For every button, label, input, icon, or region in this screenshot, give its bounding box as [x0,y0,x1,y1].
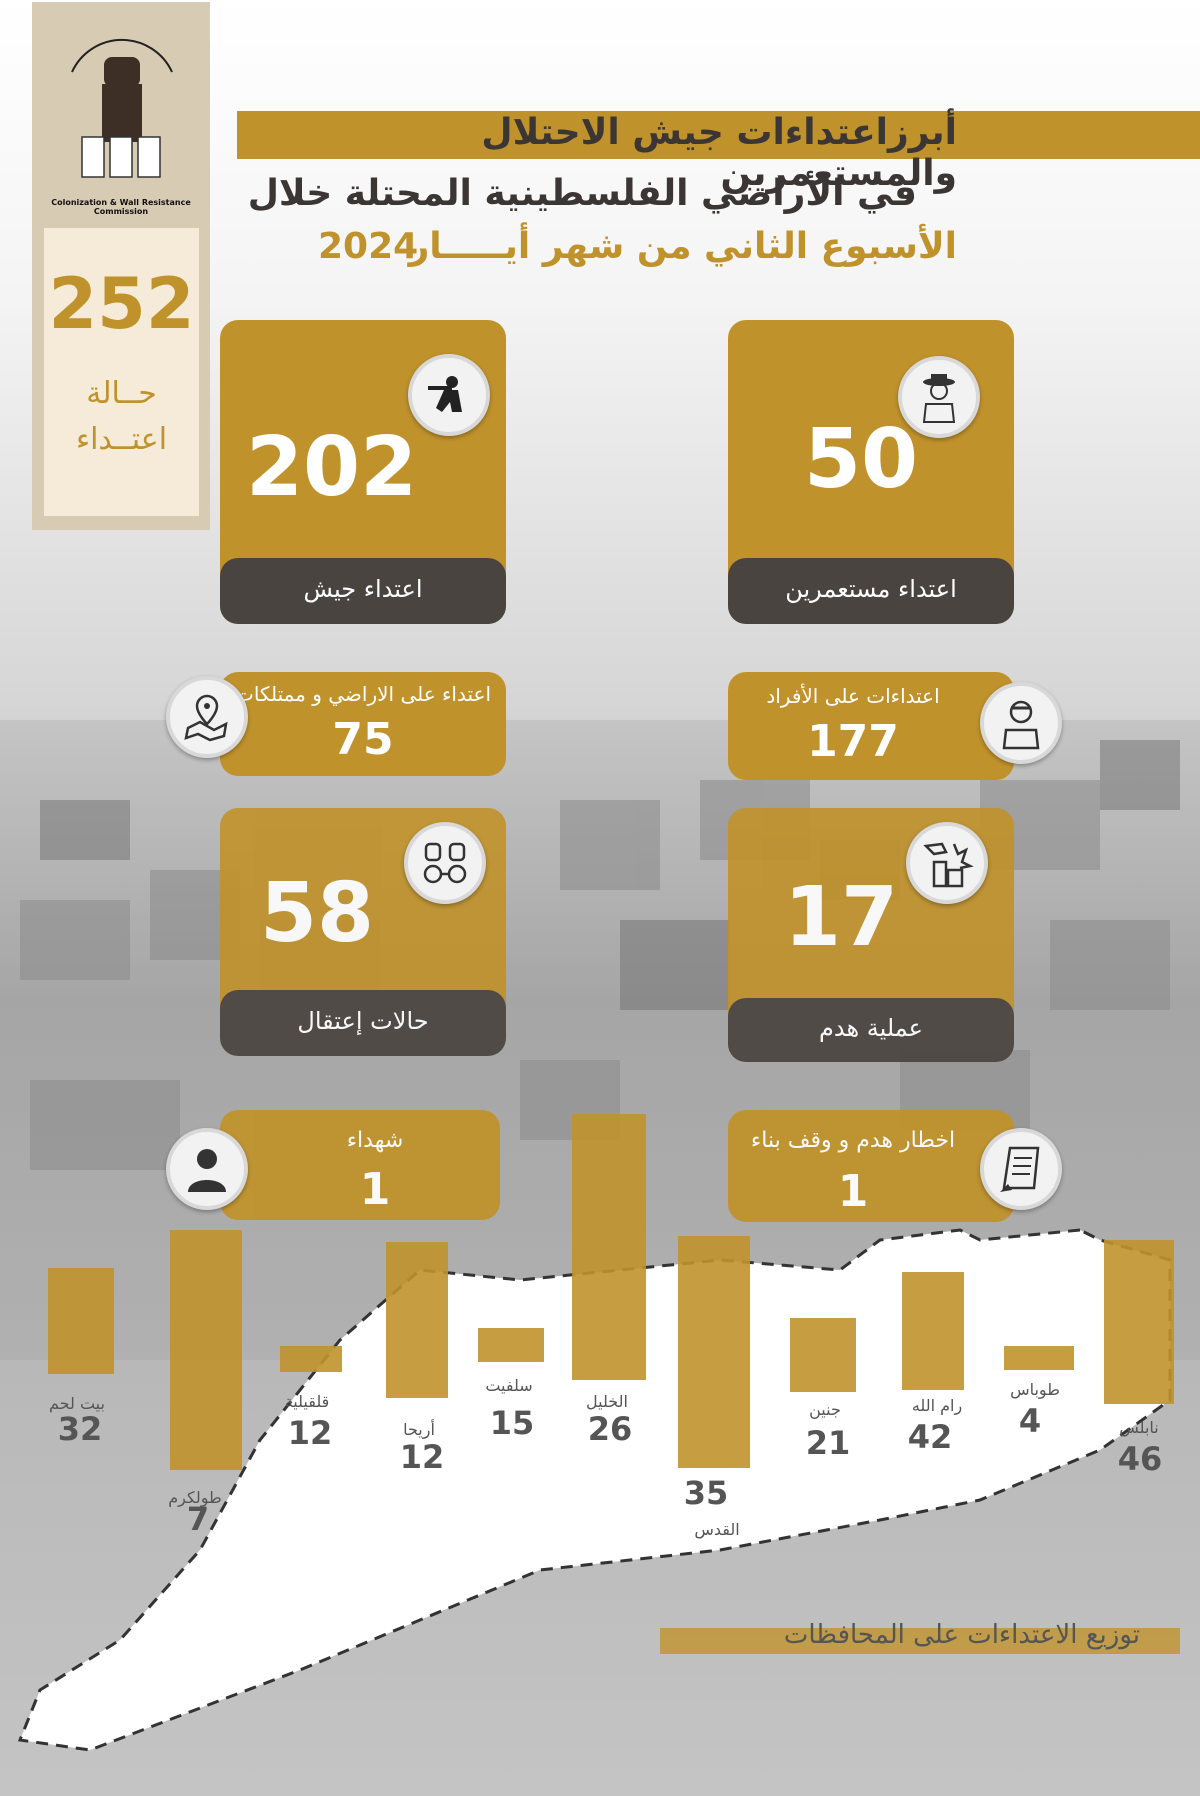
arrests-card: 58 حالات إعتقال [220,808,506,1056]
arrests-label: حالات إعتقال [220,990,506,1056]
chart-bar [1004,1346,1074,1370]
bar-value-label: 32 [57,1410,103,1448]
page-year: 2024 [318,226,419,267]
chart-bar [678,1236,750,1468]
lands-label: اعتداء على الاراضي و ممتلكات [234,682,492,706]
bar-value-label: 12 [287,1414,333,1452]
west-bank-map-outline [17,1228,1180,1752]
bar-value-label: 15 [489,1404,535,1442]
handcuffs-icon-circle [404,822,486,904]
demolition-icon [923,842,974,888]
settlers-label: اعتداء مستعمرين [728,558,1014,624]
document-icon-circle [980,1128,1062,1210]
bar-category-label: سلفيت [485,1376,533,1395]
soldier-icon [428,376,462,412]
total-number: 252 [48,263,195,345]
title-highlight-bar [237,111,1200,159]
injured-person-icon [1002,700,1040,750]
army-count: 202 [246,420,418,515]
notices-count: 1 [837,1166,869,1217]
page-subtitle: في الأراضي الفلسطينية المحتلة خلال [247,173,917,214]
chart-bar [572,1114,646,1380]
bar-category-label: طوباس [1010,1380,1060,1399]
bar-category-label: أريحا [403,1420,435,1439]
bar-value-label: 21 [805,1424,851,1462]
soldier-icon-circle [408,354,490,436]
total-label-cases: حــالة [86,376,157,411]
martyrs-count: 1 [359,1164,391,1215]
bar-value-label: 42 [907,1418,953,1456]
bar-value-label: 4 [1018,1402,1042,1440]
martyrs-card: شهداء 1 [220,1110,500,1220]
bar-value-label: 35 [683,1474,729,1512]
total-incidents-box: 252 حــالة اعتــداء [44,228,199,516]
map-pin-icon-circle [166,676,248,758]
handcuffs-icon [423,842,467,884]
chart-bar [170,1230,242,1470]
chart-bar [902,1272,964,1390]
logo-panel: Colonization & Wall Resistance Commissio… [32,2,210,530]
bar-category-label: نابلس [1119,1418,1159,1437]
person-icon [188,1149,226,1192]
bar-value-label: 7 [186,1500,210,1538]
bar-value-label: 26 [587,1410,633,1448]
chart-bar [790,1318,856,1392]
document-icon [1000,1146,1040,1192]
bar-category-label: القدس [694,1520,740,1539]
bar-category-label: بيت لحم [49,1394,105,1413]
chart-title: توزيع الاعتداءات على المحافظات [783,1620,1140,1650]
arrests-count: 58 [260,866,375,961]
notices-card: اخطار هدم و وقف بناء 1 [728,1110,1014,1222]
settlers-card: 50 اعتداء مستعمرين [728,320,1014,624]
chart-bar [386,1242,448,1398]
notices-label: اخطار هدم و وقف بناء [750,1128,956,1153]
page-period: الأسبوع الثاني من شهر أيـــــار [408,226,957,267]
lands-card: اعتداء على الاراضي و ممتلكات 75 [220,672,506,776]
raised-fist-logo [71,38,173,178]
bar-category-label: جنين [809,1400,841,1419]
bar-category-label: طولكرم [168,1488,222,1507]
chart-bar [478,1328,544,1362]
bar-category-label: الخليل [586,1392,628,1411]
individuals-count: 177 [807,716,899,767]
chart-bar [1104,1240,1174,1404]
total-label-assault: اعتــداء [75,422,168,457]
individuals-card: اعتداءات على الأفراد 177 [728,672,1014,780]
chart-bar [280,1346,342,1372]
demolition-label: عملية هدم [728,998,1014,1062]
demolition-icon-circle [906,822,988,904]
settlers-count: 50 [804,412,919,507]
army-label: اعتداء جيش [220,558,506,624]
map-pin-icon [184,694,228,742]
bar-value-label: 46 [1117,1440,1163,1478]
bar-value-label: 12 [399,1438,445,1476]
settler-icon-circle [898,356,980,438]
martyrs-label: شهداء [346,1128,404,1153]
chart-bar [48,1268,114,1374]
lands-count: 75 [332,714,394,765]
demolition-count: 17 [784,870,899,965]
injured-person-icon-circle [980,682,1062,764]
individuals-label: اعتداءات على الأفراد [766,684,940,708]
bar-category-label: قلقيلية [284,1392,330,1411]
bar-category-label: رام الله [911,1396,963,1415]
settler-icon [922,374,956,423]
page-title: أبرزاعتداءات جيش الاحتلال والمستعمرين [481,112,957,194]
commission-name: Colonization & Wall Resistance Commissio… [51,198,191,216]
person-icon-circle [166,1128,248,1210]
